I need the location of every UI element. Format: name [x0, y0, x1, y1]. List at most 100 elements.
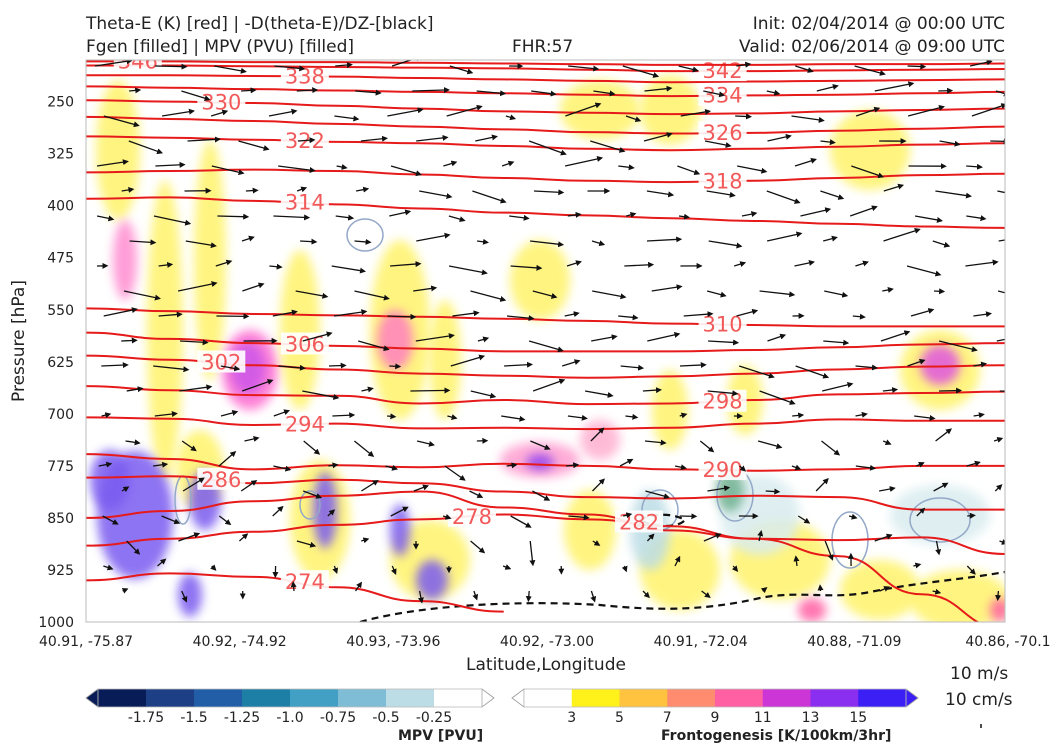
wind-vector	[334, 115, 360, 122]
wind-vector	[882, 286, 894, 293]
wind-vector	[385, 464, 399, 471]
colorbar-tick-label: -1.75	[128, 710, 164, 726]
field-blob	[416, 560, 448, 600]
colorbar-frame	[97, 688, 483, 708]
colorbar-swatch	[386, 689, 435, 707]
y-tick-label: 700	[47, 407, 74, 423]
wind-vector	[851, 165, 885, 179]
wind-vector	[997, 290, 1005, 294]
wind-vector	[760, 587, 768, 594]
wind-vector	[102, 515, 119, 525]
wind-vector	[999, 539, 1005, 545]
wind-vector	[914, 414, 936, 421]
wind-vector	[272, 505, 284, 517]
wind-vector	[620, 364, 645, 371]
wind-vector	[584, 390, 614, 398]
wind-vector	[245, 187, 259, 194]
wind-vector	[734, 261, 747, 267]
wind-vector	[914, 215, 943, 223]
wind-vector	[355, 89, 382, 96]
wind-vector	[181, 590, 188, 603]
wind-vector	[477, 336, 490, 343]
wind-vector	[416, 440, 435, 447]
wind-vector	[820, 190, 845, 200]
wind-vector	[737, 165, 768, 174]
colorbar-swatch	[858, 689, 907, 707]
wind-vector	[646, 236, 683, 243]
wind-vector	[153, 215, 192, 226]
wind-vector	[416, 134, 449, 142]
wind-vector	[855, 364, 878, 371]
wind-vector	[506, 462, 518, 469]
wind-vector	[766, 190, 801, 204]
wind-vector	[416, 232, 451, 242]
theta-e-label-294: 294	[285, 412, 325, 436]
wind-vector	[412, 87, 450, 94]
wind-vector	[967, 512, 976, 519]
wind-vector	[996, 338, 1005, 342]
wind-vector	[274, 65, 306, 72]
wind-vector	[187, 136, 221, 143]
wind-vector	[624, 261, 655, 268]
wind-vector	[767, 133, 792, 142]
wind-vector	[273, 409, 291, 417]
colorbar-tick-label: 3	[567, 710, 576, 726]
mpv-contour	[909, 497, 971, 543]
wind-vector	[849, 205, 878, 217]
wind-vector	[795, 65, 814, 73]
wind-vector	[389, 363, 402, 370]
wind-vector	[241, 87, 257, 94]
wind-vector	[990, 138, 1005, 145]
wind-vector	[757, 530, 764, 542]
wind-vector	[680, 108, 712, 117]
wind-vector	[502, 564, 512, 570]
field-blob	[96, 80, 140, 220]
theta-e-label-bg	[280, 190, 329, 213]
wind-vector	[533, 189, 565, 196]
y-tick-label: 775	[47, 459, 74, 475]
wind-vector	[874, 533, 893, 542]
wind-vector	[791, 115, 825, 123]
field-blob	[990, 598, 1005, 622]
colorbar-tick-label: 9	[711, 710, 720, 726]
wind-vector	[530, 240, 565, 248]
theta-e-label-342: 342	[703, 59, 743, 83]
wind-vector	[302, 490, 323, 499]
theta-e-label-278: 278	[452, 505, 492, 529]
wind-vector	[446, 104, 483, 117]
wind-vector	[295, 290, 329, 299]
colorbar-tick-label: 7	[663, 710, 672, 726]
wind-vector	[736, 61, 752, 68]
colorbar-swatch	[338, 689, 387, 707]
wind-vector	[361, 479, 379, 492]
wind-vector	[101, 362, 129, 369]
colorbar-extend-right	[481, 688, 495, 708]
wind-vector	[510, 264, 543, 271]
wind-vector	[333, 309, 368, 317]
field-blob	[652, 370, 688, 450]
colorbar-swatch	[194, 689, 243, 707]
wind-vector	[210, 109, 229, 117]
wind-vector	[390, 506, 409, 517]
wind-vector	[795, 365, 830, 379]
wind-vector	[268, 108, 298, 117]
y-tick-label: 325	[47, 147, 74, 163]
wind-vector	[820, 139, 836, 146]
wind-vector	[220, 410, 239, 417]
wind-vector	[238, 140, 270, 151]
wind-vector	[96, 215, 115, 222]
mpv-colorbar-label: MPV [PVU]	[398, 728, 484, 744]
wind-vector	[699, 440, 715, 453]
wind-vector	[297, 137, 316, 144]
wind-vector	[882, 439, 892, 445]
wind-vector	[415, 333, 455, 342]
wind-vector	[883, 183, 905, 192]
wind-vector	[94, 60, 133, 67]
wind-vector	[706, 290, 727, 298]
wind-vector	[452, 310, 480, 317]
wind-vector	[155, 161, 186, 168]
mpv-contour	[299, 490, 321, 520]
x-axis-ticks: 40.91, -75.87 40.92, -74.92 40.93, -73.96 4…	[39, 634, 1050, 650]
wind-vector	[98, 461, 113, 468]
